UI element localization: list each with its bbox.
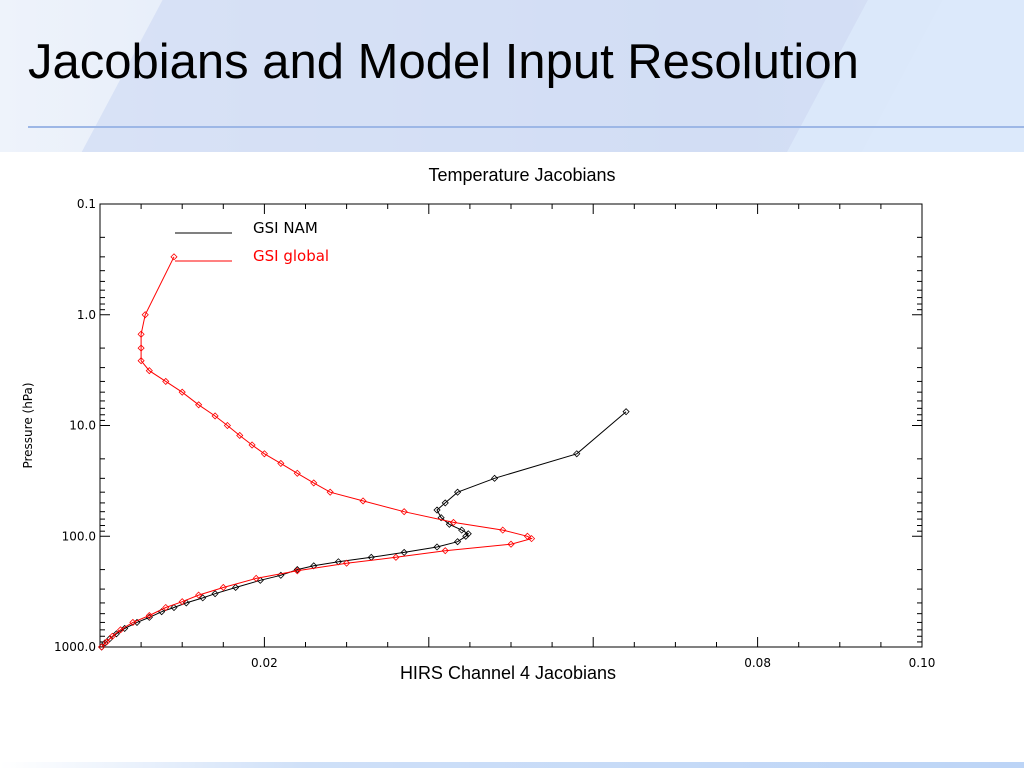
legend-label-0: GSI NAM — [253, 219, 318, 237]
legend-label-1: GSI global — [253, 247, 329, 265]
data-point — [195, 401, 203, 409]
data-point — [433, 506, 441, 514]
chart-caption: HIRS Channel 4 Jacobians — [399, 663, 617, 683]
data-point — [573, 450, 581, 458]
axes-frame: 0.02 0.08 0.10 0.1 1.0 10.0 100.0 1000.0 — [54, 197, 935, 670]
x-tick-label: 0.08 — [744, 656, 771, 670]
data-point — [326, 488, 334, 496]
data-point — [462, 532, 470, 540]
chart-title: Temperature Jacobians — [428, 165, 616, 185]
data-point — [98, 643, 106, 651]
data-point — [248, 441, 256, 449]
data-point — [310, 562, 318, 570]
data-point — [223, 421, 231, 430]
data-point — [400, 508, 408, 516]
data-point — [137, 344, 145, 352]
data-point — [116, 626, 125, 634]
data-point — [343, 559, 351, 567]
data-point — [293, 566, 301, 574]
data-point — [195, 591, 203, 599]
data-point — [211, 412, 219, 420]
legend: GSI NAM GSI global — [175, 219, 329, 265]
data-point — [170, 603, 178, 612]
data-point — [103, 638, 111, 646]
data-point — [260, 450, 268, 458]
y-tick-label: 100.0 — [62, 529, 96, 543]
data-point — [137, 330, 145, 338]
data-point — [622, 408, 630, 416]
data-point — [112, 630, 121, 638]
data-point — [310, 479, 318, 487]
data-point — [211, 590, 219, 598]
data-point — [178, 388, 186, 396]
data-point — [162, 377, 170, 385]
title-divider — [28, 126, 1024, 128]
data-point — [454, 538, 462, 546]
data-point — [106, 635, 114, 643]
data-point — [293, 567, 301, 575]
data-point — [441, 499, 449, 507]
data-point — [141, 311, 149, 319]
data-point — [170, 253, 178, 261]
data-point — [359, 497, 367, 505]
data-point — [293, 469, 301, 477]
data-point — [145, 611, 153, 620]
data-point — [232, 583, 240, 592]
data-point — [499, 526, 507, 534]
data-point — [400, 548, 408, 556]
y-tick-label: 1.0 — [77, 308, 96, 322]
x-tick-label: 0.10 — [909, 656, 936, 670]
data-point — [137, 357, 145, 365]
x-tick-label: 0.02 — [251, 656, 278, 670]
y-tick-label: 0.1 — [77, 197, 96, 211]
data-point — [236, 431, 244, 440]
y-tick-label: 10.0 — [69, 419, 96, 433]
data-point — [219, 583, 227, 592]
data-point — [449, 518, 458, 526]
data-point — [437, 514, 445, 522]
data-point — [178, 598, 186, 606]
data-point — [507, 540, 515, 548]
data-point — [129, 618, 137, 626]
y-tick-label: 1000.0 — [54, 640, 96, 654]
data-point — [182, 599, 190, 607]
y-axis-title: Pressure (hPa) — [21, 382, 35, 468]
data-point — [433, 543, 441, 551]
data-point — [199, 594, 207, 602]
data-point — [441, 547, 449, 555]
data-point — [490, 474, 499, 482]
slide-title: Jacobians and Model Input Resolution — [28, 35, 859, 89]
data-point — [527, 535, 536, 543]
data-point — [523, 532, 532, 540]
series-line-1 — [101, 256, 533, 648]
plot-frame — [99, 203, 923, 648]
data-point — [162, 603, 170, 612]
data-point — [252, 574, 260, 582]
bottom-band — [0, 762, 1024, 768]
data-point — [277, 459, 285, 467]
data-point — [458, 526, 466, 534]
series-line-0 — [101, 411, 627, 648]
data-point — [121, 624, 129, 633]
data-point — [392, 553, 400, 561]
data-point — [454, 488, 462, 496]
data-point — [145, 367, 153, 375]
data-point — [108, 632, 116, 640]
series-layer — [98, 253, 630, 651]
